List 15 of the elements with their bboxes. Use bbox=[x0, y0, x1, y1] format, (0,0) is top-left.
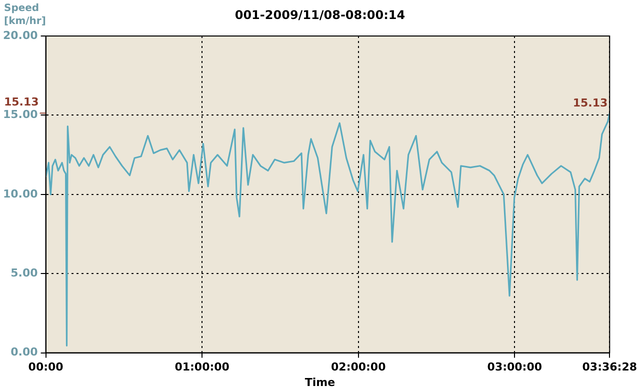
y-tick-label: 5.00 bbox=[10, 266, 38, 280]
x-tick-label: 01:00:00 bbox=[174, 360, 230, 374]
y-tick-label: 15.00 bbox=[2, 108, 38, 122]
y-tick-label: 10.00 bbox=[2, 187, 38, 200]
x-tick-label: 00:00 bbox=[28, 360, 64, 374]
x-tick-label: 03:36:28 bbox=[582, 360, 638, 374]
y-tick-label: 0.00 bbox=[10, 346, 38, 359]
y-axis-title: Speed [km/hr] bbox=[4, 2, 47, 28]
y-tick-label: 20.00 bbox=[2, 28, 38, 42]
x-axis-title: Time bbox=[304, 376, 336, 389]
x-tick-label: 03:00:00 bbox=[487, 360, 542, 374]
annotation: 15.13 bbox=[572, 96, 608, 110]
x-tick-label: 02:00:00 bbox=[330, 360, 386, 374]
chart-title: 001-2009/11/08-08:00:14 bbox=[234, 8, 406, 22]
text: 15.13 bbox=[4, 96, 39, 108]
